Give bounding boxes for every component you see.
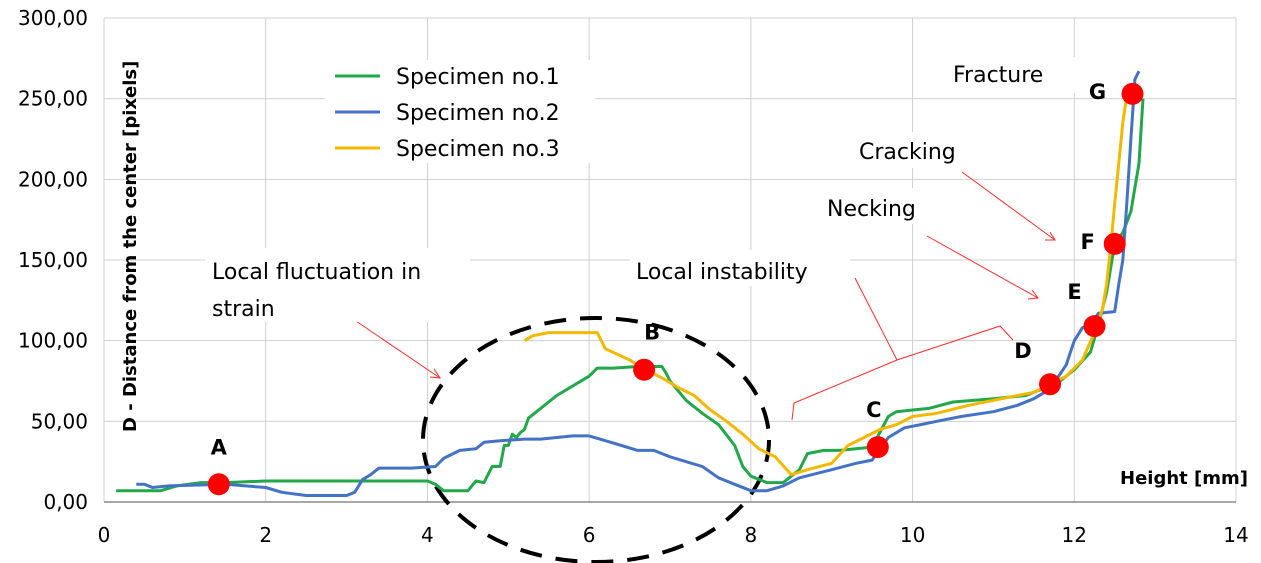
series-line-3 xyxy=(523,85,1133,477)
marker-D xyxy=(1039,373,1062,396)
cracking-label: Cracking xyxy=(859,140,956,165)
x-tick-label: 2 xyxy=(259,523,272,547)
fracture-label: Fracture xyxy=(953,63,1043,88)
fluctuation-label-bg xyxy=(205,248,470,322)
legend: Specimen no.1 Specimen no.2 Specimen no.… xyxy=(325,60,595,163)
x-tick-labels: 0 2 4 6 8 10 12 14 xyxy=(98,523,1249,547)
x-tick-label: 4 xyxy=(421,523,434,547)
x-axis-title-bg xyxy=(1117,462,1215,492)
fluctuation-arrow-head xyxy=(429,368,442,379)
marker-label-G: G xyxy=(1089,80,1106,104)
y-tick-label: 250,00 xyxy=(18,87,88,111)
marker-C xyxy=(866,436,889,459)
marker-B xyxy=(633,358,656,381)
legend-label-3: Specimen no.3 xyxy=(396,137,560,162)
y-tick-label: 300,00 xyxy=(18,6,88,30)
point-markers: A B C D E F G xyxy=(207,80,1144,496)
series-line-2 xyxy=(136,70,1141,497)
instability-label: Local instability xyxy=(636,260,808,285)
instability-label-bg xyxy=(630,250,850,286)
necking-arrow xyxy=(926,235,1039,299)
instability-bracket-left xyxy=(791,359,898,421)
legend-label-2: Specimen no.2 xyxy=(396,101,560,126)
fluctuation-label-line2: strain xyxy=(212,297,275,322)
y-tick-label: 150,00 xyxy=(18,248,88,272)
necking-label-bg xyxy=(820,188,935,224)
y-tick-labels: 0,00 50,00 100,00 150,00 200,00 250,00 300,00 xyxy=(18,6,88,514)
fluctuation-label-line1: Local fluctuation in xyxy=(212,260,421,285)
marker-label-E: E xyxy=(1067,280,1081,304)
y-tick-label: 100,00 xyxy=(18,329,88,353)
marker-A xyxy=(207,473,230,496)
marker-label-B: B xyxy=(644,321,660,345)
marker-label-A: A xyxy=(211,435,228,459)
necking-label: Necking xyxy=(827,197,916,222)
x-tick-label: 6 xyxy=(583,523,596,547)
legend-label-1: Specimen no.1 xyxy=(396,65,560,90)
x-tick-label: 12 xyxy=(1062,523,1087,547)
marker-G xyxy=(1121,82,1144,105)
y-axis-title: D - Distance from the center [pixels] xyxy=(120,61,141,432)
cracking-arrow-head xyxy=(1045,231,1056,241)
cracking-arrow xyxy=(961,171,1056,241)
series-lines xyxy=(116,70,1145,497)
fracture-label-bg xyxy=(945,57,1083,93)
marker-F xyxy=(1103,232,1126,255)
necking-arrow-head xyxy=(1027,289,1039,300)
fluctuation-circle xyxy=(421,316,771,563)
x-tick-label: 0 xyxy=(98,523,111,547)
cracking-label-bg xyxy=(853,132,973,168)
y-tick-label: 200,00 xyxy=(18,167,88,191)
x-tick-label: 14 xyxy=(1223,523,1248,547)
marker-E xyxy=(1083,315,1106,338)
x-tick-label: 10 xyxy=(900,523,925,547)
marker-label-C: C xyxy=(866,398,881,422)
y-tick-label: 0,00 xyxy=(43,490,88,514)
x-axis-title: Height [mm] xyxy=(1120,468,1248,489)
marker-label-D: D xyxy=(1014,339,1031,363)
marker-label-F: F xyxy=(1081,230,1095,254)
instability-bracket xyxy=(854,277,1014,361)
y-tick-label: 50,00 xyxy=(31,409,88,433)
x-tick-label: 8 xyxy=(744,523,757,547)
